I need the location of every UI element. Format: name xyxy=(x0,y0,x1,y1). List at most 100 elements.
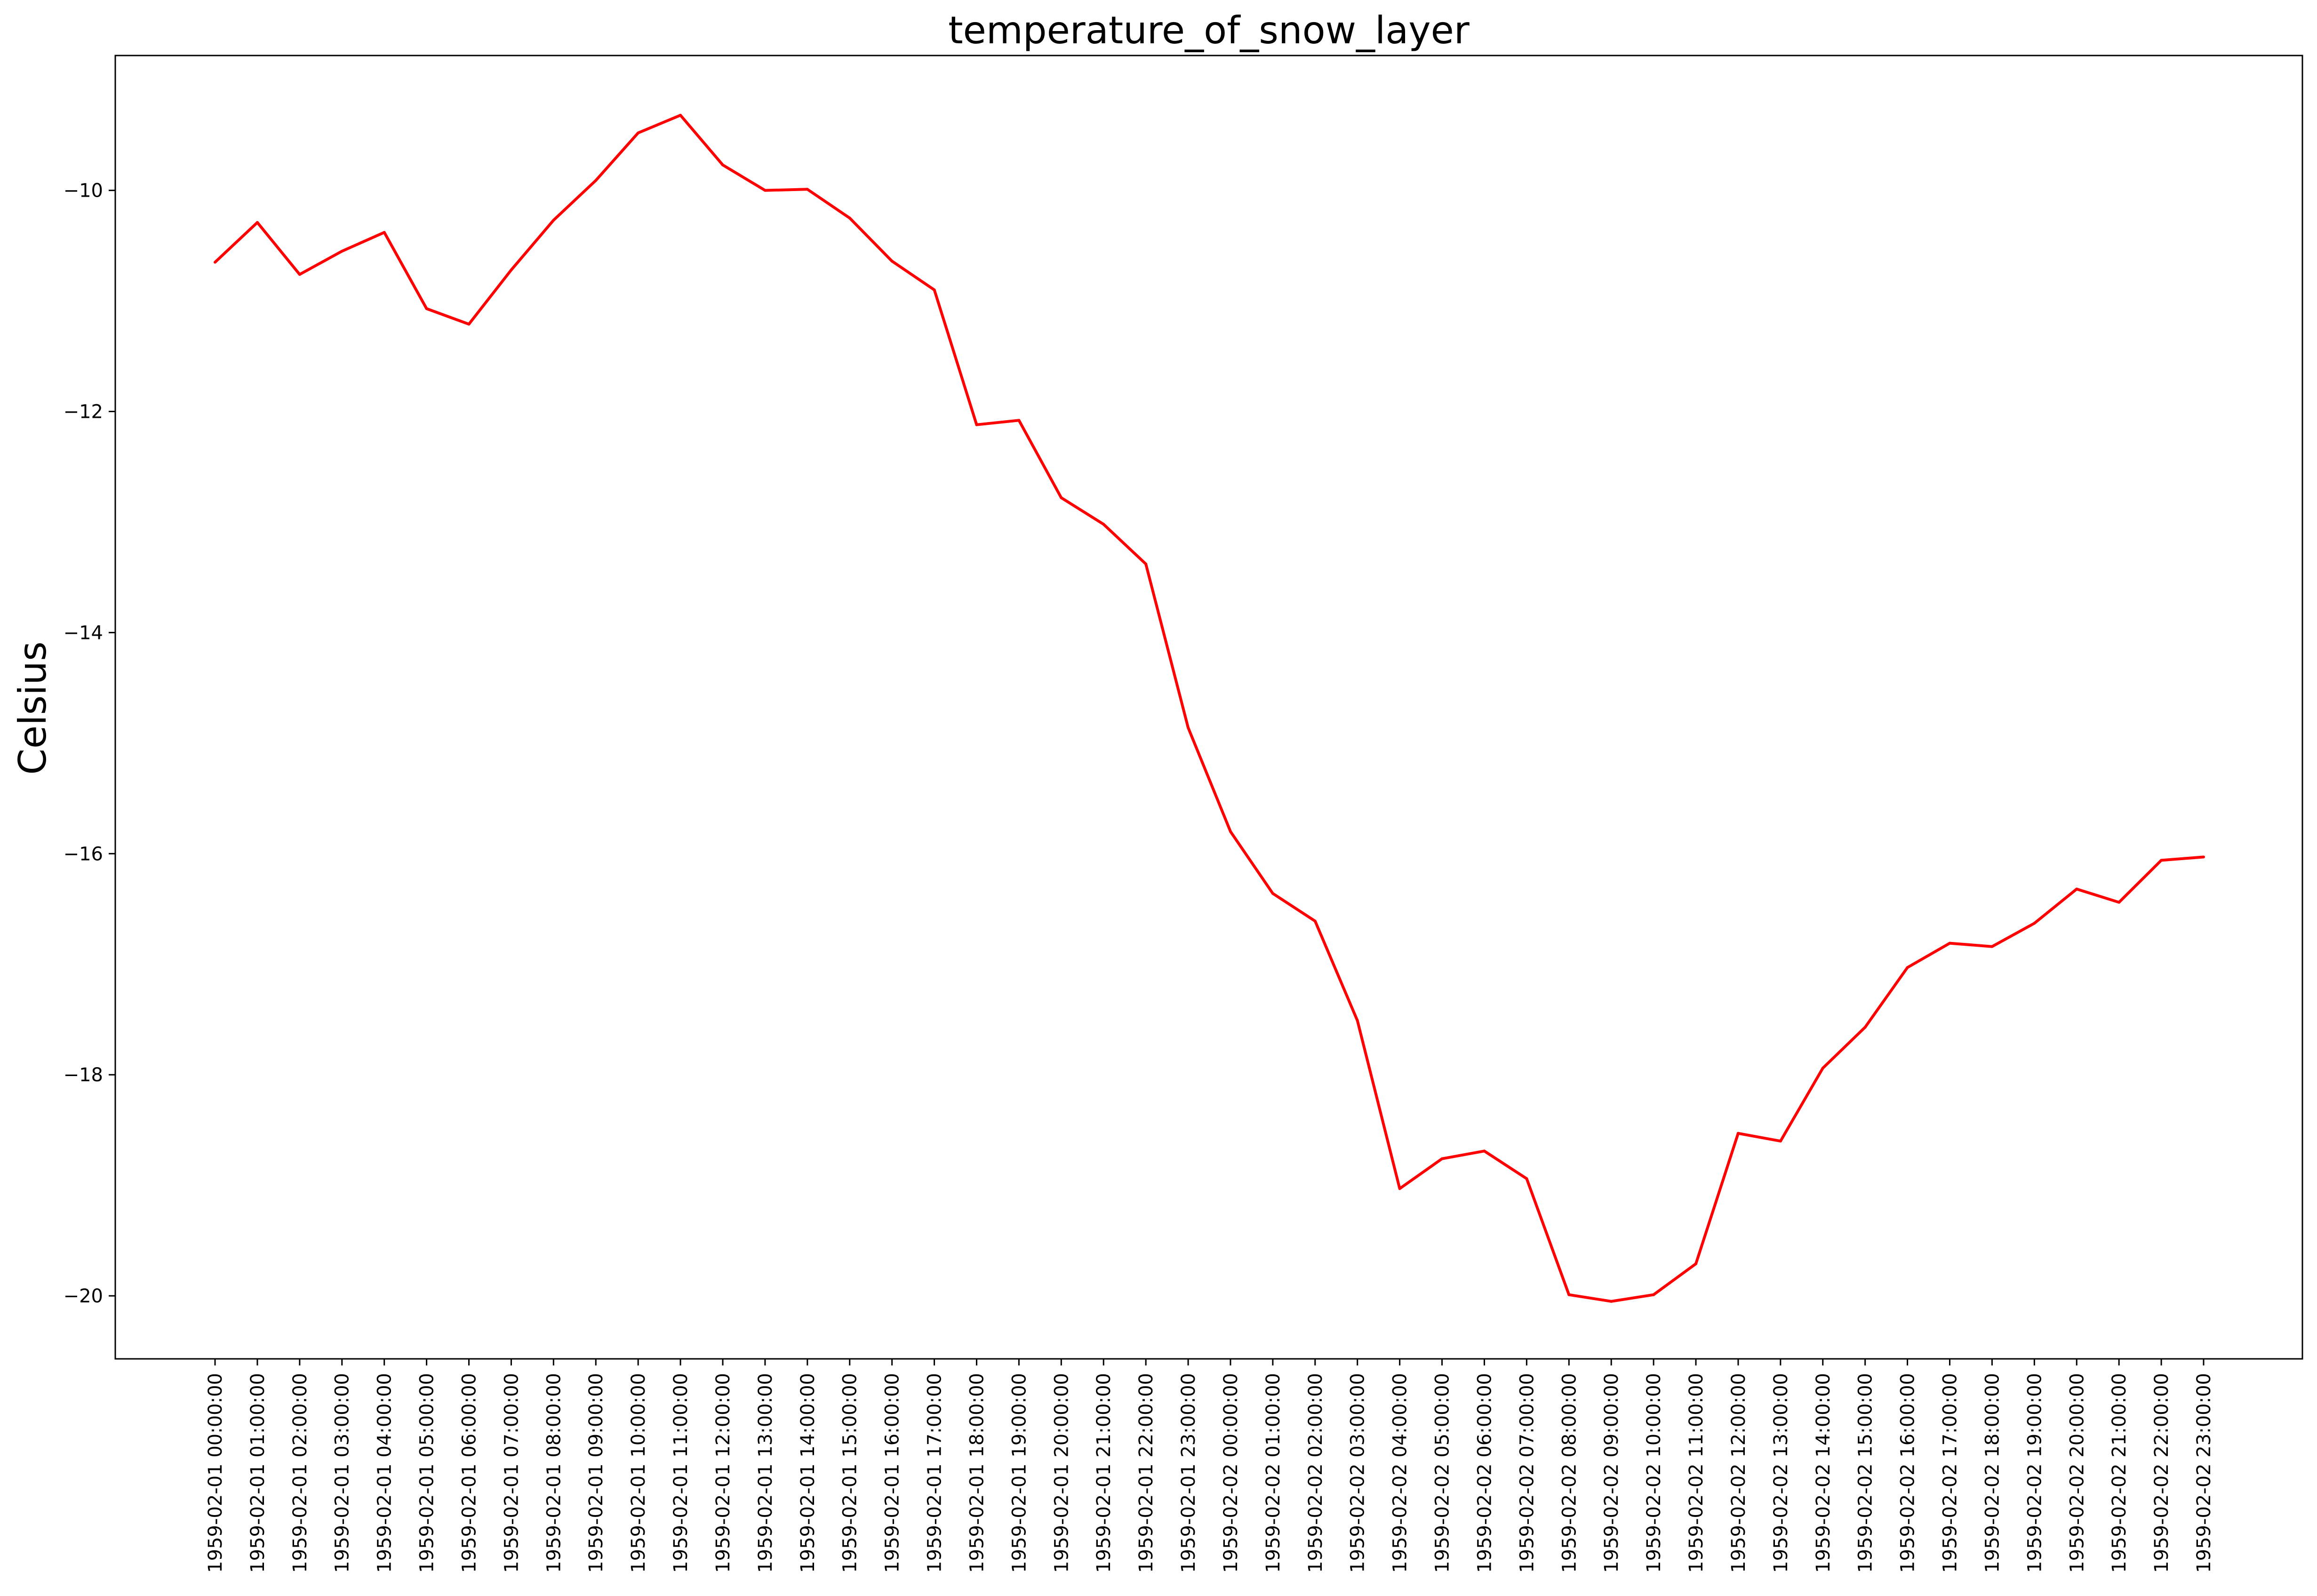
data-point xyxy=(340,249,344,253)
data-point xyxy=(1525,1177,1528,1181)
data-point xyxy=(510,268,513,271)
x-tick-label: 1959-02-02 02:00:00 xyxy=(1305,1373,1326,1573)
x-tick-label: 1959-02-01 17:00:00 xyxy=(924,1373,946,1573)
data-point xyxy=(2117,901,2121,904)
data-point xyxy=(1313,919,1317,923)
x-tick-label: 1959-02-02 14:00:00 xyxy=(1813,1373,1834,1573)
data-point xyxy=(975,423,978,426)
x-tick-label: 1959-02-01 01:00:00 xyxy=(247,1373,269,1573)
x-tick-label: 1959-02-02 21:00:00 xyxy=(2109,1373,2130,1573)
x-tick-label: 1959-02-01 03:00:00 xyxy=(332,1373,353,1573)
x-tick-label: 1959-02-01 18:00:00 xyxy=(966,1373,988,1573)
data-point xyxy=(1398,1187,1401,1190)
x-tick-label: 1959-02-02 11:00:00 xyxy=(1686,1373,1707,1573)
data-point xyxy=(2202,855,2205,859)
series-layer xyxy=(214,113,2205,1303)
x-tick-label: 1959-02-01 08:00:00 xyxy=(543,1373,565,1573)
data-point xyxy=(806,188,809,191)
x-tick-label: 1959-02-01 10:00:00 xyxy=(628,1373,649,1573)
data-point xyxy=(1102,523,1105,526)
x-tick-label: 1959-02-02 22:00:00 xyxy=(2151,1373,2173,1573)
data-point xyxy=(1229,830,1232,833)
x-axis-ticks: 1959-02-01 00:00:00 1959-02-01 01:00:00 19… xyxy=(205,1359,2215,1573)
x-tick-label: 1959-02-02 23:00:00 xyxy=(2193,1373,2215,1573)
y-axis-label: Celsius xyxy=(11,641,55,775)
y-tick-label: −14 xyxy=(64,622,103,644)
x-tick-label: 1959-02-02 06:00:00 xyxy=(1474,1373,1495,1573)
data-point xyxy=(594,179,598,182)
x-tick-label: 1959-02-02 04:00:00 xyxy=(1390,1373,1411,1573)
x-tick-label: 1959-02-01 07:00:00 xyxy=(501,1373,522,1573)
x-tick-label: 1959-02-02 09:00:00 xyxy=(1601,1373,1622,1573)
data-point xyxy=(1144,562,1148,566)
data-point xyxy=(1187,726,1190,729)
data-point xyxy=(1906,966,1909,969)
data-point xyxy=(1694,1262,1698,1265)
data-point xyxy=(1821,1067,1824,1070)
data-point xyxy=(425,307,428,311)
x-tick-label: 1959-02-02 16:00:00 xyxy=(1897,1373,1919,1573)
data-point xyxy=(1483,1149,1486,1153)
x-tick-label: 1959-02-02 12:00:00 xyxy=(1728,1373,1750,1573)
data-point xyxy=(1356,1019,1359,1022)
data-point xyxy=(763,189,767,192)
x-tick-label: 1959-02-02 07:00:00 xyxy=(1516,1373,1538,1573)
data-point xyxy=(1610,1300,1613,1303)
x-tick-label: 1959-02-01 23:00:00 xyxy=(1178,1373,1199,1573)
series-line xyxy=(214,113,2204,1303)
x-tick-label: 1959-02-01 21:00:00 xyxy=(1093,1373,1115,1573)
data-point xyxy=(2033,922,2036,925)
data-point xyxy=(933,288,936,292)
y-tick-label: −20 xyxy=(64,1285,103,1307)
x-tick-label: 1959-02-01 02:00:00 xyxy=(289,1373,311,1573)
data-point xyxy=(721,163,724,167)
x-tick-label: 1959-02-02 01:00:00 xyxy=(1262,1373,1284,1573)
data-point xyxy=(256,221,259,224)
data-point xyxy=(383,231,386,234)
x-tick-label: 1959-02-01 15:00:00 xyxy=(839,1373,861,1573)
data-point xyxy=(1863,1026,1867,1029)
data-point xyxy=(1779,1140,1782,1143)
x-tick-label: 1959-02-01 19:00:00 xyxy=(1008,1373,1030,1573)
x-tick-label: 1959-02-01 14:00:00 xyxy=(797,1373,819,1573)
data-point xyxy=(1948,942,1951,945)
data-point xyxy=(1567,1293,1571,1296)
data-point xyxy=(214,261,216,264)
x-tick-label: 1959-02-01 13:00:00 xyxy=(755,1373,776,1573)
x-tick-label: 1959-02-01 06:00:00 xyxy=(458,1373,480,1573)
x-tick-label: 1959-02-02 10:00:00 xyxy=(1643,1373,1665,1573)
chart-title: temperature_of_snow_layer xyxy=(948,8,1470,52)
y-tick-label: −18 xyxy=(64,1064,103,1086)
x-tick-label: 1959-02-01 20:00:00 xyxy=(1051,1373,1072,1573)
x-tick-label: 1959-02-01 12:00:00 xyxy=(712,1373,734,1573)
data-point xyxy=(1017,419,1021,422)
data-point xyxy=(637,131,640,135)
x-tick-label: 1959-02-01 04:00:00 xyxy=(374,1373,396,1573)
x-tick-label: 1959-02-01 11:00:00 xyxy=(670,1373,692,1573)
plot-area-frame xyxy=(114,55,2303,1360)
data-point xyxy=(1990,945,1994,948)
data-point xyxy=(679,113,682,117)
data-point xyxy=(1440,1157,1444,1160)
x-tick-label: 1959-02-02 15:00:00 xyxy=(1855,1373,1877,1573)
y-tick-label: −10 xyxy=(64,180,103,202)
data-point xyxy=(1060,496,1063,499)
data-point xyxy=(298,273,301,276)
x-tick-label: 1959-02-01 09:00:00 xyxy=(585,1373,607,1573)
x-tick-label: 1959-02-01 05:00:00 xyxy=(416,1373,438,1573)
x-tick-label: 1959-02-02 20:00:00 xyxy=(2066,1373,2088,1573)
data-point xyxy=(2075,887,2078,891)
data-point xyxy=(1652,1293,1655,1296)
x-tick-label: 1959-02-01 22:00:00 xyxy=(1135,1373,1157,1573)
x-tick-label: 1959-02-02 18:00:00 xyxy=(1981,1373,2003,1573)
x-tick-label: 1959-02-02 03:00:00 xyxy=(1347,1373,1369,1573)
data-point xyxy=(890,259,894,263)
x-tick-label: 1959-02-01 00:00:00 xyxy=(205,1373,226,1573)
x-tick-label: 1959-02-02 08:00:00 xyxy=(1558,1373,1580,1573)
y-axis-ticks: −10 −12 −14 −16 −18 −20 xyxy=(64,180,115,1307)
x-tick-label: 1959-02-02 19:00:00 xyxy=(2024,1373,2045,1573)
y-tick-label: −12 xyxy=(64,401,103,423)
x-tick-label: 1959-02-01 16:00:00 xyxy=(882,1373,903,1573)
